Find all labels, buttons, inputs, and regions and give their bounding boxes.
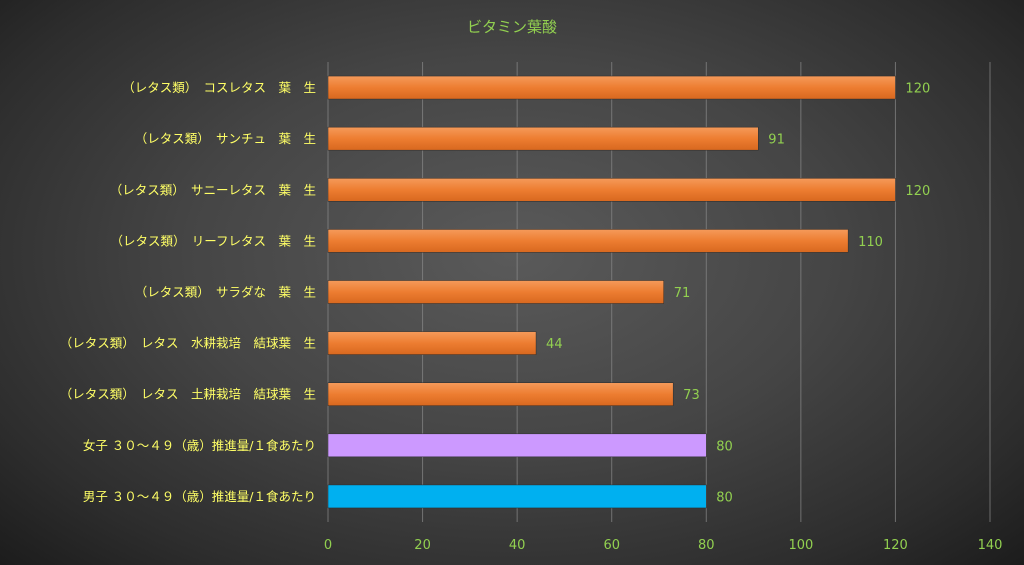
category-label: 女子 ３０～４９（歳）推進量/１食あたり (83, 438, 316, 453)
x-tick-label: 100 (788, 538, 813, 553)
labels: 0 20 40 60 80 100 120 140 （レタス類） コスレタス 葉 生 120 （レタ… (60, 80, 1003, 553)
bar (327, 382, 674, 406)
bars (327, 75, 896, 509)
bar (327, 75, 896, 100)
data-label: 80 (716, 439, 733, 454)
x-tick-label: 120 (883, 538, 908, 553)
bar (327, 331, 537, 355)
category-label: （レタス類） サンチュ 葉 生 (135, 131, 316, 146)
category-label: （レタス類） リーフレタス 葉 生 (110, 233, 316, 248)
category-label: （レタス類） コスレタス 葉 生 (122, 80, 316, 95)
category-label: （レタス類） レタス 土耕栽培 結球葉 生 (60, 387, 316, 402)
data-label: 120 (905, 82, 930, 97)
x-tick-label: 140 (978, 538, 1003, 553)
bar (327, 484, 707, 509)
chart-title: ビタミン葉酸 (467, 18, 557, 36)
data-label: 80 (716, 490, 733, 505)
data-label: 120 (905, 184, 930, 199)
x-tick-label: 0 (324, 538, 332, 553)
data-label: 71 (674, 286, 691, 301)
bar (327, 126, 759, 151)
category-label: （レタス類） サニーレタス 葉 生 (110, 182, 316, 197)
category-label: （レタス類） サラダな 葉 生 (135, 285, 316, 300)
category-label: （レタス類） レタス 水耕栽培 結球葉 生 (60, 336, 316, 351)
x-tick-label: 80 (698, 538, 715, 553)
data-label: 91 (768, 133, 785, 148)
x-tick-label: 60 (603, 538, 620, 553)
data-label: 44 (546, 337, 563, 352)
data-label: 73 (683, 388, 700, 403)
bar (327, 229, 849, 253)
category-label: 男子 ３０～４９（歳）推進量/１食あたり (83, 489, 316, 504)
bar (327, 280, 664, 304)
x-tick-label: 20 (414, 538, 431, 553)
bar (327, 178, 896, 202)
data-label: 110 (858, 235, 883, 250)
x-tick-label: 40 (509, 538, 526, 553)
bar (327, 433, 707, 458)
